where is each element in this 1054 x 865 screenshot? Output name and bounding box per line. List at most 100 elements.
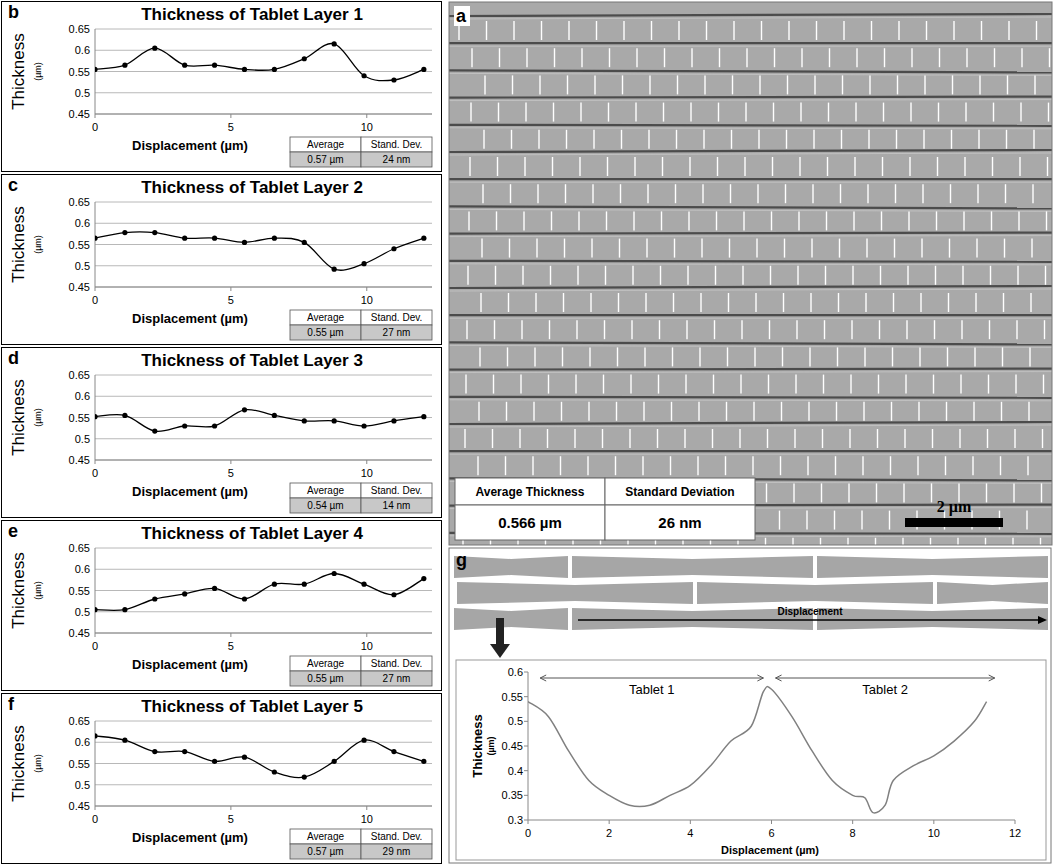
- measure-mark: [865, 293, 866, 312]
- data-point: [122, 413, 127, 418]
- data-point: [122, 230, 127, 235]
- data-point: [212, 759, 217, 764]
- measure-mark: [856, 48, 857, 67]
- x-tick: [230, 114, 231, 118]
- measure-mark: [564, 239, 565, 258]
- measure-mark: [511, 130, 512, 149]
- measure-mark: [480, 293, 481, 312]
- measure-mark: [1006, 130, 1007, 149]
- background: [0, 0, 1054, 865]
- y-axis-title-part: Thickness: [9, 552, 28, 629]
- measure-mark: [963, 211, 964, 230]
- measure-mark: [620, 184, 621, 203]
- measure-mark: [537, 184, 538, 203]
- y-tick-label: 0.35: [502, 789, 523, 801]
- stats-value: 0.55 µm: [307, 327, 343, 338]
- y-tick-label: 0.6: [75, 390, 90, 402]
- measure-mark: [823, 375, 824, 394]
- chart-d: 0.450.50.550.60.650510Thickness of Table…: [8, 348, 432, 513]
- measure-mark: [948, 293, 949, 312]
- measure-mark: [1017, 266, 1018, 285]
- measure-mark: [498, 103, 499, 122]
- measure-mark: [526, 48, 527, 67]
- measure-mark: [897, 75, 898, 94]
- measure-mark: [701, 239, 702, 258]
- measure-mark: [533, 402, 534, 421]
- measure-mark: [908, 211, 909, 230]
- measure-mark: [784, 239, 785, 258]
- data-line: [95, 574, 424, 611]
- tablet-boundary: [449, 42, 1052, 44]
- measure-mark: [717, 157, 718, 176]
- measure-mark: [877, 429, 878, 448]
- measure-mark: [686, 320, 687, 339]
- panel-letter: e: [8, 521, 18, 541]
- annotation-text: Tablet 1: [629, 682, 675, 697]
- tablet: [454, 608, 568, 630]
- x-tick-label: 0: [92, 467, 98, 479]
- measure-mark: [993, 103, 994, 122]
- stats-value: 0.57 µm: [307, 154, 343, 165]
- measure-mark: [644, 347, 645, 366]
- x-tick: [95, 633, 96, 637]
- measure-mark: [911, 48, 912, 67]
- measure-mark: [962, 266, 963, 285]
- measure-mark: [1004, 239, 1005, 258]
- arrow-head: [776, 675, 782, 681]
- chart-title: Thickness of Tablet Layer 3: [141, 351, 363, 370]
- x-tick-label: 0: [92, 813, 98, 825]
- data-point: [95, 607, 98, 612]
- measure-mark: [567, 75, 568, 94]
- measure-mark: [744, 157, 745, 176]
- tablet-edge: [449, 100, 1052, 101]
- y-tick-label: 0.65: [69, 23, 90, 35]
- measure-mark: [635, 103, 636, 122]
- data-point: [122, 63, 127, 68]
- panel-frame: [2, 694, 442, 864]
- data-point: [272, 236, 277, 241]
- tablet-edge: [449, 182, 1052, 183]
- measure-mark: [662, 157, 663, 176]
- measure-mark: [661, 211, 662, 230]
- measure-mark: [715, 266, 716, 285]
- measure-mark: [981, 21, 982, 40]
- y-tick-label: 0.55: [69, 585, 90, 597]
- measure-mark: [828, 103, 829, 122]
- data-point: [302, 240, 307, 245]
- measure-mark: [541, 21, 542, 40]
- measure-mark: [467, 266, 468, 285]
- tablet-schematic: Displacement: [454, 556, 1048, 658]
- x-tick: [933, 820, 934, 824]
- stats-value: 27 nm: [383, 327, 411, 338]
- measure-mark: [520, 375, 521, 394]
- stats-cell: [361, 152, 432, 167]
- measure-mark: [1042, 429, 1043, 448]
- tablet-edge: [449, 400, 1052, 401]
- measure-mark: [782, 347, 783, 366]
- data-line: [95, 43, 424, 80]
- measure-mark: [855, 103, 856, 122]
- measure-mark: [1034, 75, 1035, 94]
- measure-mark: [852, 266, 853, 285]
- tablet-edge: [449, 264, 1052, 265]
- measure-mark: [594, 75, 595, 94]
- measure-mark: [952, 75, 953, 94]
- grid-line: [95, 742, 432, 743]
- measure-mark: [468, 211, 469, 230]
- measure-mark: [849, 429, 850, 448]
- measure-mark: [745, 103, 746, 122]
- measure-mark: [930, 538, 931, 545]
- y-tick-label: 0.6: [75, 44, 90, 56]
- data-point: [212, 236, 217, 241]
- measure-mark: [493, 375, 494, 394]
- measure-mark: [835, 456, 836, 475]
- measure-mark: [765, 538, 766, 545]
- data-point: [391, 592, 396, 597]
- data-line: [95, 410, 424, 432]
- data-point: [95, 236, 98, 241]
- measure-mark: [946, 402, 947, 421]
- tablet: [817, 608, 1048, 630]
- stats-header: Stand. Dev.: [371, 312, 423, 323]
- measure-mark: [757, 184, 758, 203]
- measure-mark: [848, 483, 849, 502]
